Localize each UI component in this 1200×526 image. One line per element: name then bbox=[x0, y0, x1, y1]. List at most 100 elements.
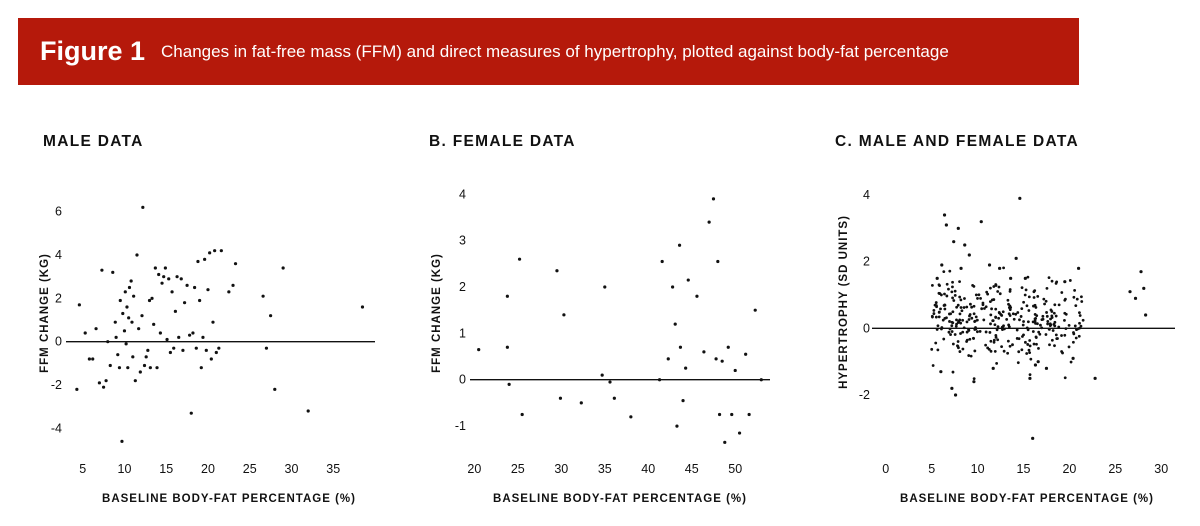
data-point bbox=[972, 304, 976, 308]
plot-area-combined: 0 5 10 15 20 25 30 -2 0 2 4 bbox=[859, 188, 1175, 476]
data-point bbox=[147, 298, 152, 303]
data-point bbox=[972, 312, 976, 316]
panel-combined: C. MALE AND FEMALE DATA HYPERTROPHY (SD … bbox=[835, 133, 1175, 505]
data-point bbox=[1014, 312, 1018, 316]
data-point bbox=[953, 289, 957, 293]
data-point bbox=[1050, 338, 1054, 342]
data-point bbox=[996, 338, 1000, 342]
data-point bbox=[106, 340, 110, 344]
data-point bbox=[1045, 311, 1048, 314]
data-point bbox=[1022, 300, 1026, 304]
data-point bbox=[994, 333, 998, 337]
data-point bbox=[1043, 302, 1046, 306]
data-point bbox=[992, 338, 996, 342]
data-point bbox=[947, 287, 950, 291]
data-point bbox=[281, 266, 285, 270]
x-tick-label: 35 bbox=[598, 462, 612, 476]
data-point bbox=[1057, 325, 1061, 329]
data-point bbox=[975, 318, 979, 322]
data-point bbox=[686, 278, 690, 282]
data-point bbox=[520, 412, 524, 417]
data-point bbox=[1026, 343, 1030, 346]
y-tick-label: -2 bbox=[51, 378, 62, 392]
data-point bbox=[996, 325, 1000, 329]
data-point bbox=[165, 337, 169, 342]
data-point bbox=[213, 249, 217, 253]
data-point bbox=[956, 226, 960, 230]
data-point bbox=[1060, 291, 1064, 294]
data-point bbox=[965, 340, 968, 343]
data-point bbox=[1027, 309, 1031, 312]
data-point bbox=[1053, 320, 1057, 324]
data-point bbox=[986, 292, 990, 296]
data-point bbox=[208, 251, 212, 255]
data-point bbox=[163, 266, 167, 270]
data-point bbox=[1028, 373, 1032, 376]
data-point bbox=[952, 240, 956, 244]
data-point bbox=[1054, 282, 1058, 285]
x-tick-label: 5 bbox=[79, 462, 86, 476]
data-point bbox=[959, 306, 963, 309]
data-point bbox=[959, 298, 963, 302]
data-point bbox=[1063, 333, 1067, 337]
data-point bbox=[1007, 302, 1010, 306]
data-point bbox=[191, 331, 195, 335]
data-point bbox=[517, 257, 522, 261]
data-point bbox=[1009, 276, 1013, 280]
data-point bbox=[753, 308, 757, 312]
data-point bbox=[972, 380, 976, 384]
data-point bbox=[199, 366, 203, 370]
data-point bbox=[960, 309, 964, 313]
data-point bbox=[562, 313, 566, 317]
data-point bbox=[137, 327, 141, 331]
data-point bbox=[101, 385, 106, 389]
data-point bbox=[1063, 376, 1067, 380]
data-point bbox=[1037, 330, 1041, 334]
data-point bbox=[1079, 324, 1083, 328]
data-point bbox=[77, 303, 81, 307]
data-point bbox=[1052, 311, 1056, 315]
data-point bbox=[945, 282, 949, 286]
data-point bbox=[612, 396, 616, 400]
y-tick-label: 2 bbox=[459, 280, 466, 294]
x-tick-label: 25 bbox=[243, 462, 257, 476]
data-point bbox=[1026, 328, 1030, 332]
data-point bbox=[950, 290, 954, 294]
data-point bbox=[983, 307, 986, 310]
data-point bbox=[695, 294, 699, 298]
data-point bbox=[1040, 318, 1044, 321]
data-point bbox=[1060, 334, 1063, 337]
data-point bbox=[997, 311, 1001, 314]
data-point bbox=[148, 366, 152, 370]
data-point bbox=[730, 412, 734, 417]
data-point bbox=[971, 283, 975, 287]
x-tick-label: 40 bbox=[641, 462, 655, 476]
data-point bbox=[988, 300, 992, 304]
data-point bbox=[950, 324, 954, 328]
data-point bbox=[678, 345, 683, 349]
y-tick-label: 2 bbox=[55, 291, 62, 305]
data-point bbox=[952, 299, 956, 302]
data-point bbox=[759, 378, 763, 382]
data-point bbox=[953, 293, 957, 297]
data-point bbox=[967, 329, 971, 332]
data-point bbox=[995, 328, 999, 332]
y-tick-label: -2 bbox=[859, 388, 870, 402]
data-point bbox=[1072, 295, 1076, 299]
data-point bbox=[116, 353, 120, 357]
x-tick-label: 10 bbox=[118, 462, 132, 476]
data-point bbox=[977, 293, 981, 297]
data-point bbox=[717, 412, 722, 417]
data-point bbox=[973, 319, 977, 323]
data-point bbox=[629, 415, 633, 419]
data-point bbox=[273, 387, 277, 391]
data-point bbox=[1064, 327, 1068, 331]
data-point bbox=[75, 387, 79, 391]
data-point bbox=[1033, 320, 1037, 324]
x-tick-label: 30 bbox=[1154, 462, 1168, 476]
data-point bbox=[179, 277, 183, 281]
data-point bbox=[945, 316, 948, 320]
y-axis-label-combined: HYPERTROPHY (SD UNITS) bbox=[838, 215, 850, 389]
data-point bbox=[227, 290, 231, 294]
data-point bbox=[684, 366, 688, 370]
